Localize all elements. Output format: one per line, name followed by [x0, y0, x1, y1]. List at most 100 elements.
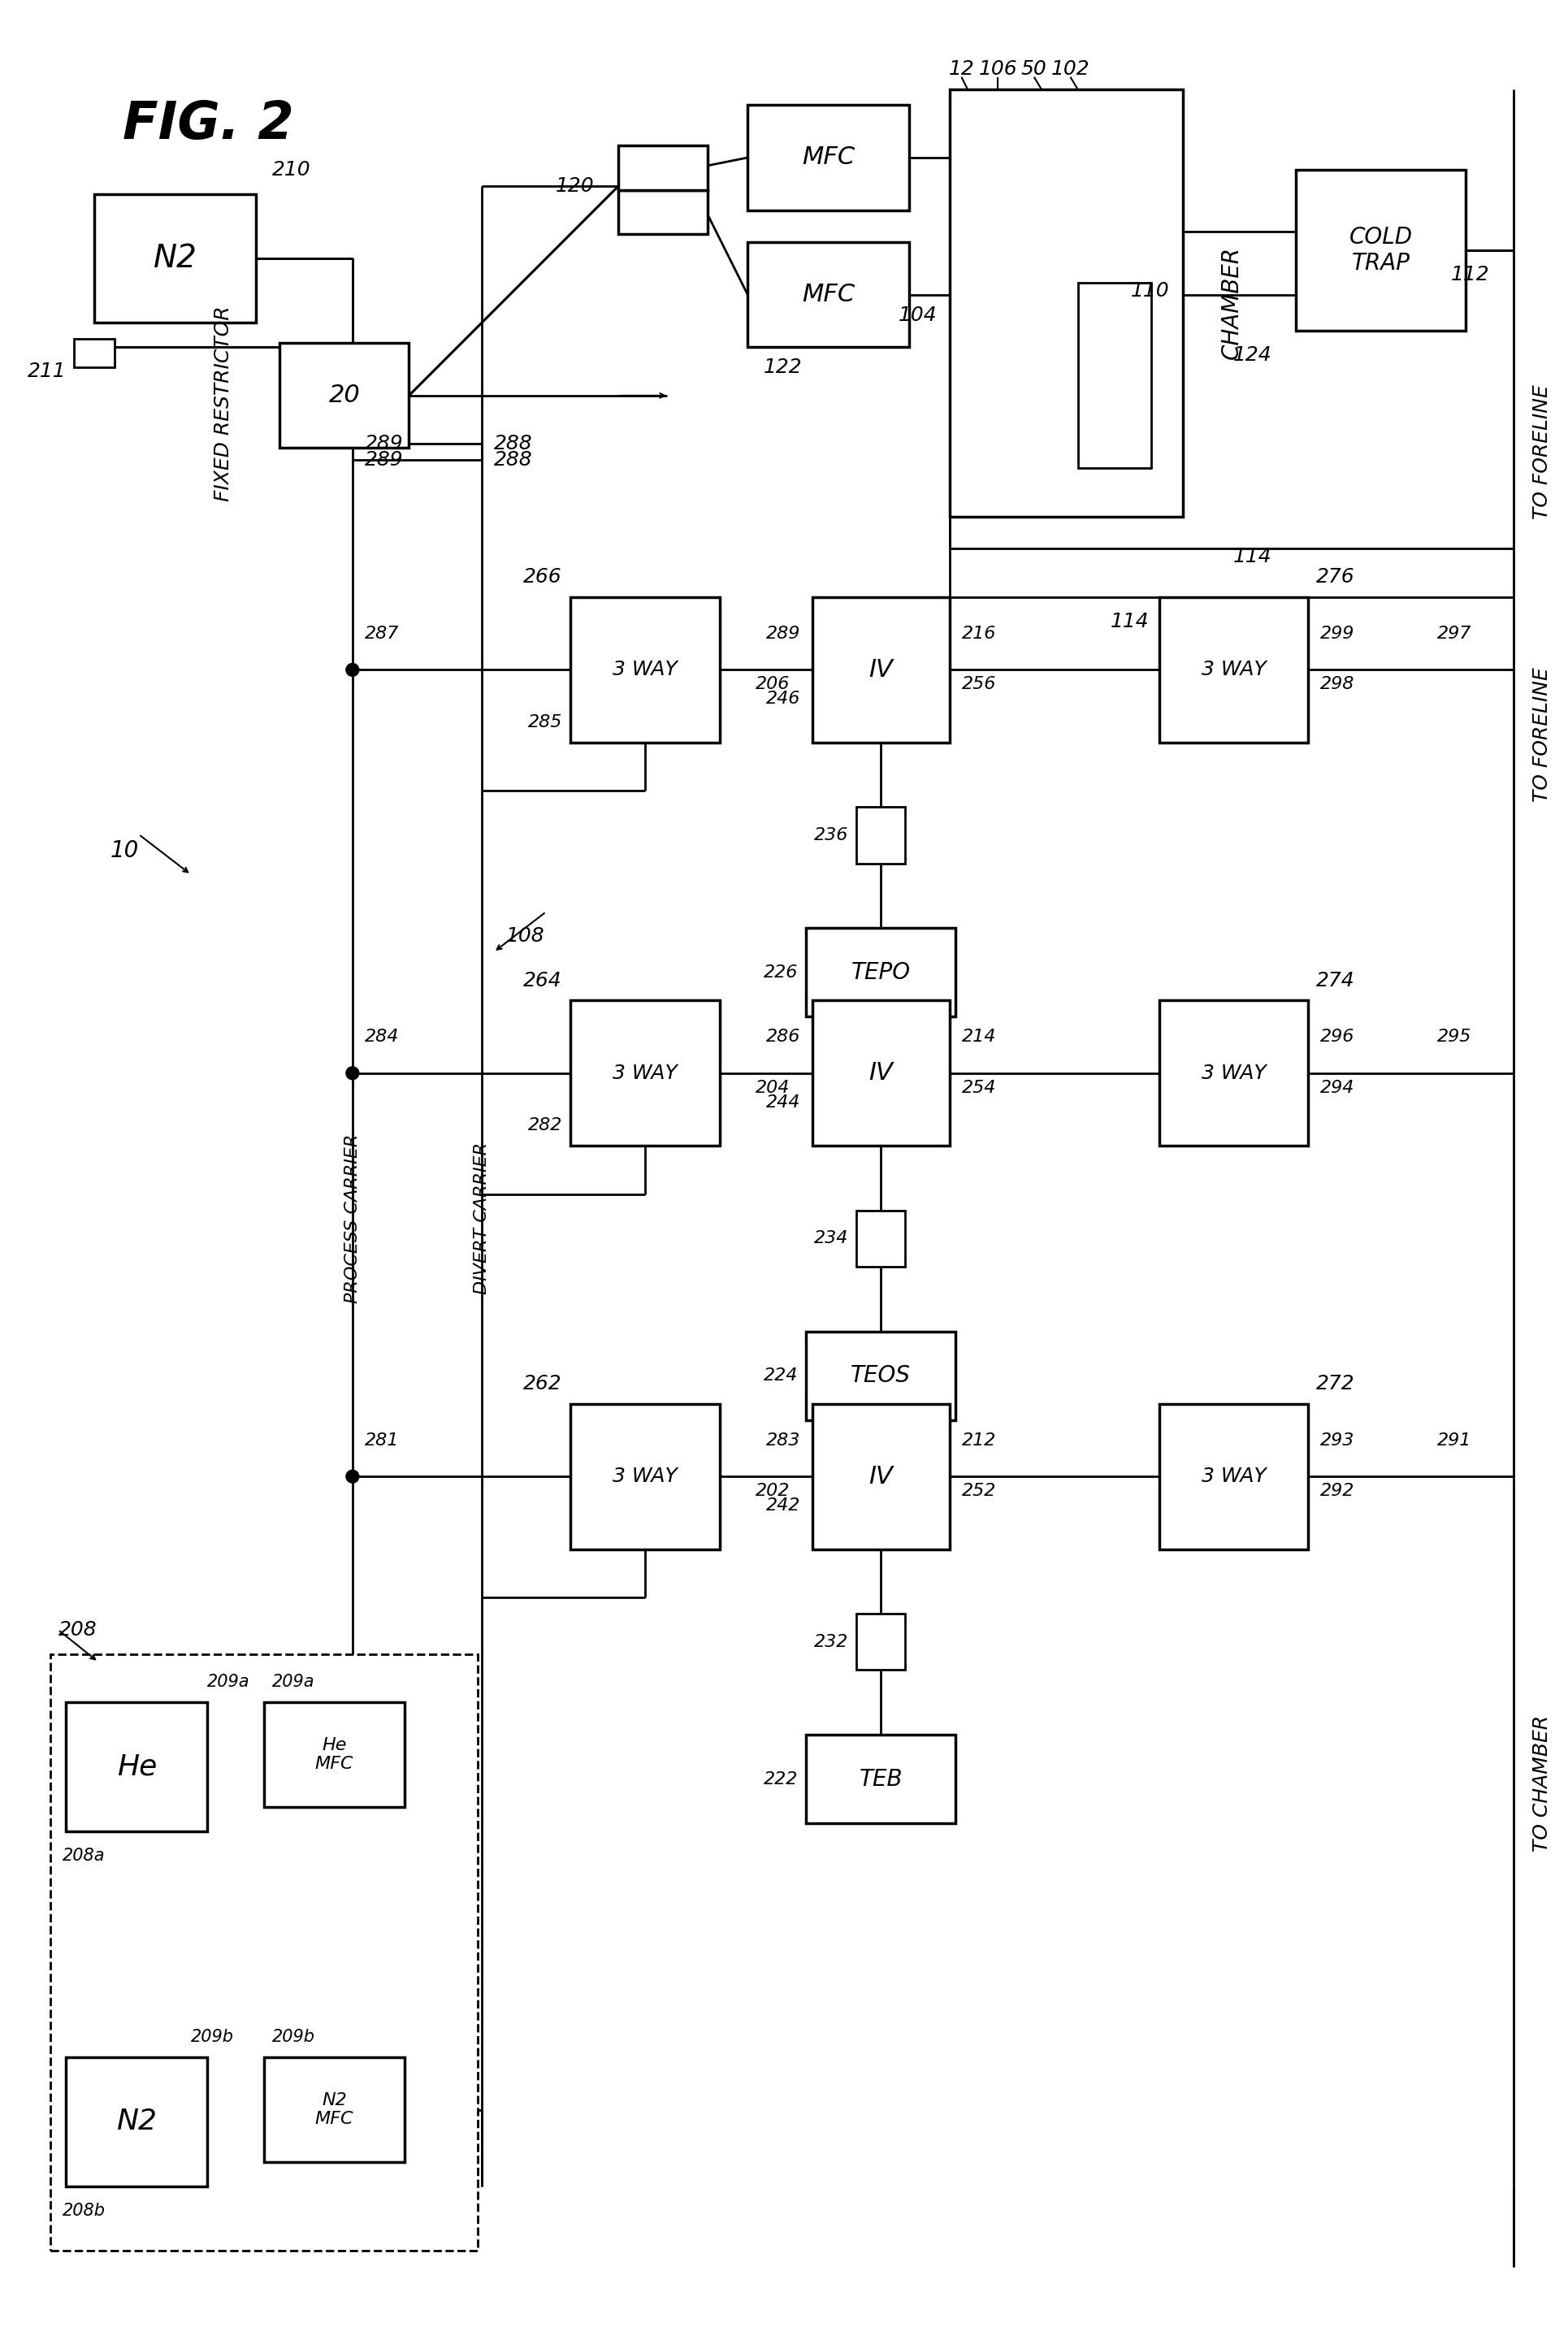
Text: 3 WAY: 3 WAY [1201, 1063, 1265, 1082]
Text: 288: 288 [494, 435, 532, 454]
Text: TEOS: TEOS [850, 1364, 911, 1387]
Bar [50, 1654, 477, 2250]
Text: 289: 289 [364, 435, 403, 454]
Text: 296: 296 [1320, 1029, 1355, 1045]
Text: 232: 232 [814, 1634, 848, 1650]
Text: 299: 299 [1320, 626, 1355, 642]
Bar [949, 88, 1182, 517]
Text: 108: 108 [505, 926, 544, 945]
Bar [263, 2057, 405, 2162]
Text: 283: 283 [765, 1431, 800, 1447]
Bar [1159, 1403, 1308, 1550]
Bar [94, 193, 256, 323]
Text: TO FORELINE: TO FORELINE [1532, 384, 1551, 519]
Text: 264: 264 [524, 970, 561, 991]
Text: N2
MFC: N2 MFC [315, 2092, 353, 2127]
Text: 244: 244 [765, 1094, 800, 1110]
Text: 286: 286 [765, 1029, 800, 1045]
Text: IV: IV [869, 1061, 892, 1084]
Text: 50: 50 [1021, 58, 1046, 79]
Bar [806, 928, 955, 1017]
Text: 282: 282 [527, 1117, 561, 1133]
Text: N2: N2 [116, 2108, 157, 2136]
Text: 104: 104 [898, 305, 936, 326]
Bar [1295, 170, 1465, 330]
Text: 298: 298 [1320, 677, 1355, 693]
Bar [812, 1403, 949, 1550]
Text: 246: 246 [765, 691, 800, 707]
Bar [66, 1703, 207, 1831]
Text: 112: 112 [1450, 265, 1490, 284]
Text: MFC: MFC [801, 284, 855, 307]
Bar [1077, 282, 1151, 468]
Text: 274: 274 [1316, 970, 1355, 991]
Text: 114: 114 [1110, 612, 1149, 631]
Bar [806, 1331, 955, 1419]
Text: 294: 294 [1320, 1080, 1355, 1096]
Text: 208a: 208a [63, 1848, 105, 1864]
Text: 287: 287 [364, 626, 398, 642]
Text: PROCESS CARRIER: PROCESS CARRIER [343, 1133, 361, 1303]
Bar [74, 340, 114, 368]
Text: 12: 12 [949, 58, 974, 79]
Text: 208: 208 [58, 1620, 97, 1641]
Text: He
MFC: He MFC [315, 1738, 353, 1773]
Text: CHAMBER: CHAMBER [1220, 247, 1242, 358]
Bar [263, 1703, 405, 1808]
Bar [1159, 598, 1308, 742]
Text: 236: 236 [814, 826, 848, 842]
Text: 224: 224 [764, 1368, 798, 1385]
Text: 204: 204 [756, 1080, 790, 1096]
Text: 226: 226 [764, 963, 798, 980]
Text: 289: 289 [364, 451, 403, 470]
Text: 10: 10 [110, 840, 140, 861]
Text: 212: 212 [961, 1431, 996, 1447]
Text: 295: 295 [1436, 1029, 1471, 1045]
Text: MFC: MFC [801, 147, 855, 170]
Bar [66, 2057, 207, 2187]
Bar [569, 598, 720, 742]
Circle shape [347, 663, 359, 677]
Text: N2: N2 [154, 242, 198, 275]
Text: 293: 293 [1320, 1431, 1355, 1447]
Text: 222: 222 [764, 1771, 798, 1787]
Bar [1159, 1001, 1308, 1145]
Text: 110: 110 [1131, 282, 1168, 300]
Text: 289: 289 [765, 626, 800, 642]
Text: 276: 276 [1316, 568, 1355, 586]
Text: TEB: TEB [859, 1769, 902, 1789]
Text: 120: 120 [555, 177, 594, 195]
Text: 252: 252 [961, 1482, 996, 1499]
Text: 3 WAY: 3 WAY [612, 1466, 677, 1487]
Text: 3 WAY: 3 WAY [612, 1063, 677, 1082]
Text: 281: 281 [364, 1431, 398, 1447]
Text: 285: 285 [527, 714, 561, 731]
Bar [856, 1210, 905, 1266]
Text: 208b: 208b [63, 2201, 105, 2218]
Text: 122: 122 [764, 358, 803, 377]
Text: FIXED RESTRICTOR: FIXED RESTRICTOR [213, 305, 234, 500]
Text: 256: 256 [961, 677, 996, 693]
Text: 272: 272 [1316, 1373, 1355, 1394]
Text: 292: 292 [1320, 1482, 1355, 1499]
Text: 102: 102 [1051, 58, 1090, 79]
Bar [618, 147, 707, 191]
Text: 106: 106 [978, 58, 1016, 79]
Text: He: He [116, 1752, 157, 1780]
Text: 209b: 209b [191, 2029, 234, 2045]
Bar [618, 191, 707, 235]
Text: COLD
TRAP: COLD TRAP [1348, 226, 1411, 275]
Bar [569, 1001, 720, 1145]
Text: IV: IV [869, 1464, 892, 1489]
Text: 202: 202 [756, 1482, 790, 1499]
Bar [806, 1734, 955, 1824]
Bar [812, 1001, 949, 1145]
Text: 242: 242 [765, 1496, 800, 1513]
Text: 209a: 209a [271, 1673, 314, 1689]
Text: 3 WAY: 3 WAY [612, 661, 677, 679]
Text: 210: 210 [271, 161, 310, 179]
Text: 216: 216 [961, 626, 996, 642]
Text: 284: 284 [364, 1029, 398, 1045]
Text: 211: 211 [27, 361, 66, 382]
Bar [569, 1403, 720, 1550]
